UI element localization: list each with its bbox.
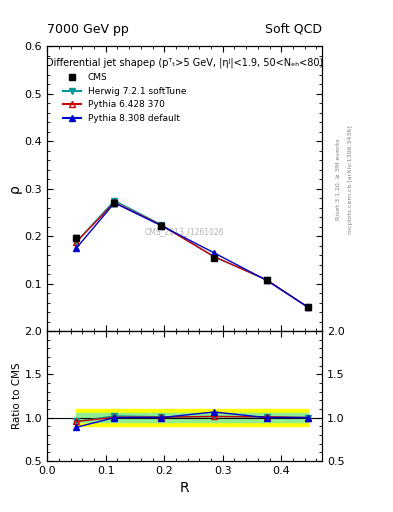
Text: mcplots.cern.ch [arXiv:1306.3436]: mcplots.cern.ch [arXiv:1306.3436] [348, 125, 353, 233]
Legend: CMS, Herwig 7.2.1 softTune, Pythia 6.428 370, Pythia 8.308 default: CMS, Herwig 7.2.1 softTune, Pythia 6.428… [60, 71, 189, 125]
Text: 7000 GeV pp: 7000 GeV pp [47, 23, 129, 36]
Text: Differential jet shapeρ (pᵀₜ>5 GeV, |ηʲ|<1.9, 50<Nₑₕ<80): Differential jet shapeρ (pᵀₜ>5 GeV, |ηʲ|… [46, 57, 323, 68]
Text: Soft QCD: Soft QCD [265, 23, 322, 36]
Text: CMS_2013_I1261026: CMS_2013_I1261026 [145, 227, 224, 236]
Y-axis label: ρ: ρ [8, 184, 22, 193]
Y-axis label: Ratio to CMS: Ratio to CMS [12, 362, 22, 430]
X-axis label: R: R [180, 481, 189, 495]
Text: Rivet 3.1.10, ≥ 3M events: Rivet 3.1.10, ≥ 3M events [336, 138, 341, 220]
